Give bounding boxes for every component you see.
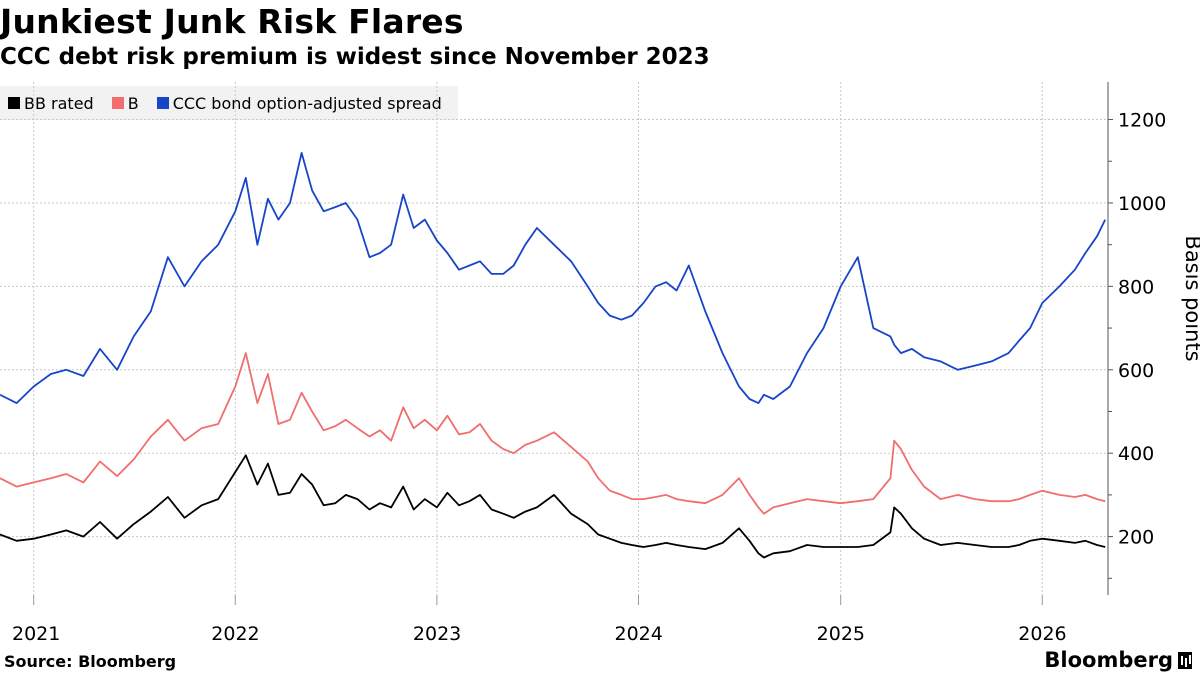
y-axis-title: Basis points	[1181, 235, 1200, 361]
legend: BB rated B CCC bond option-adjusted spre…	[0, 86, 458, 120]
legend-item-ccc: CCC bond option-adjusted spread	[156, 93, 442, 113]
x-tick-label: 2024	[615, 623, 663, 645]
y-tick-label: 1200	[1118, 110, 1166, 132]
x-tick-label: 2025	[817, 623, 865, 645]
legend-item-b: B	[111, 93, 139, 113]
x-tick-label: 2021	[12, 623, 60, 645]
y-tick-label: 1000	[1118, 193, 1166, 215]
y-tick-label: 800	[1118, 276, 1154, 298]
bloomberg-logo: Bloomberg	[1044, 648, 1192, 672]
brand-text: Bloomberg	[1044, 648, 1173, 672]
legend-swatch-ccc	[156, 97, 169, 109]
series-line-1	[0, 352, 1106, 515]
x-tick-label: 2022	[211, 623, 259, 645]
legend-label-ccc: CCC bond option-adjusted spread	[172, 93, 442, 113]
y-tick-label: 400	[1118, 443, 1154, 465]
series-line-0	[0, 454, 1106, 559]
x-tick-label: 2023	[413, 623, 461, 645]
series-line-2	[0, 152, 1107, 404]
y-tick-label: 600	[1118, 360, 1154, 382]
legend-label-bb: BB rated	[24, 93, 94, 113]
chart-title: Junkiest Junk Risk Flares	[0, 2, 464, 41]
bloomberg-chart-icon	[1178, 651, 1192, 669]
source-note: Source: Bloomberg	[4, 652, 177, 671]
legend-swatch-bb	[8, 97, 20, 109]
x-tick-label: 2026	[1018, 623, 1066, 645]
chart-subtitle: CCC debt risk premium is widest since No…	[0, 44, 710, 70]
legend-item-bb: BB rated	[8, 94, 94, 113]
legend-swatch-b	[111, 97, 124, 109]
legend-label-b: B	[127, 93, 139, 113]
y-tick-label: 200	[1118, 527, 1154, 549]
